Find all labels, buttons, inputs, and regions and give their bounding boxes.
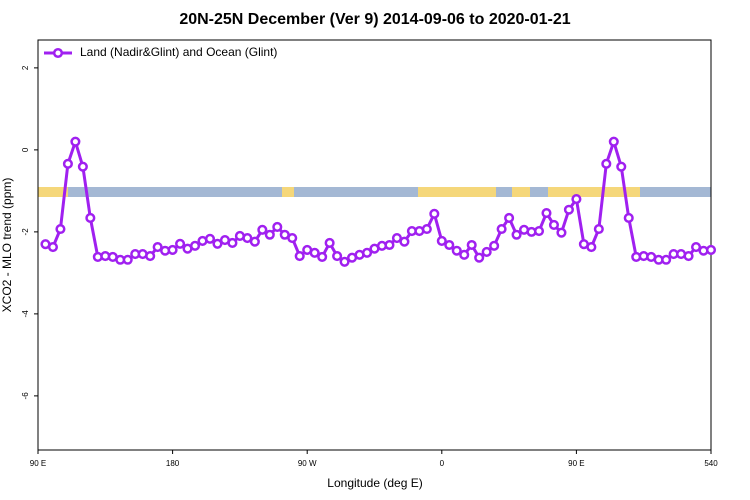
point xyxy=(690,242,702,253)
point xyxy=(85,212,96,223)
point xyxy=(167,244,178,255)
point xyxy=(541,207,552,219)
y-tick-label: 0 xyxy=(21,147,30,152)
point xyxy=(608,136,619,147)
point xyxy=(429,208,440,219)
point xyxy=(459,249,470,260)
point xyxy=(593,223,604,235)
point xyxy=(683,251,694,262)
point xyxy=(616,161,627,172)
point xyxy=(264,229,275,240)
point xyxy=(204,233,216,244)
point xyxy=(705,244,717,255)
x-tick-label: 90 E xyxy=(568,459,584,468)
point xyxy=(556,227,567,238)
x-tick-label: 540 xyxy=(704,459,718,468)
point xyxy=(55,223,66,235)
x-tick-label: 180 xyxy=(166,459,180,468)
legend-marker xyxy=(52,47,64,59)
point xyxy=(70,136,81,147)
point xyxy=(152,242,163,253)
y-tick-label: -2 xyxy=(21,228,30,236)
x-tick-label: 90 W xyxy=(298,459,317,468)
point xyxy=(661,254,672,265)
point xyxy=(399,236,410,247)
point xyxy=(122,254,133,265)
point xyxy=(571,194,582,205)
point xyxy=(436,235,447,246)
point xyxy=(294,251,305,262)
x-tick-label: 0 xyxy=(440,459,445,468)
point xyxy=(623,212,634,223)
point xyxy=(563,204,574,215)
point xyxy=(145,251,156,262)
point xyxy=(444,239,455,251)
point xyxy=(586,242,597,253)
point xyxy=(249,236,260,247)
x-tick-label: 90 E xyxy=(30,459,46,468)
point xyxy=(496,223,507,235)
point xyxy=(361,247,373,258)
point xyxy=(533,226,545,237)
point xyxy=(62,158,73,169)
point xyxy=(212,238,223,249)
chart-title: 20N-25N December (Ver 9) 2014-09-06 to 2… xyxy=(179,11,570,28)
legend-label: Land (Nadir&Glint) and Ocean (Glint) xyxy=(80,45,277,59)
point xyxy=(548,219,560,230)
point xyxy=(339,256,350,267)
point xyxy=(489,240,500,251)
point xyxy=(466,239,477,251)
x-axis-label: Longitude (deg E) xyxy=(327,476,422,490)
point xyxy=(257,224,268,235)
point xyxy=(391,232,402,244)
point xyxy=(384,239,395,251)
point xyxy=(175,238,186,249)
point xyxy=(287,232,298,244)
point xyxy=(511,229,522,240)
point xyxy=(309,247,320,258)
map-strip xyxy=(38,187,711,197)
point xyxy=(601,158,612,169)
point xyxy=(481,246,492,258)
y-tick-label: -6 xyxy=(21,392,30,400)
point xyxy=(324,237,335,248)
point xyxy=(242,232,253,244)
point xyxy=(451,245,462,256)
point xyxy=(421,223,432,235)
point xyxy=(317,251,328,262)
y-tick-label: -4 xyxy=(21,310,30,318)
point xyxy=(474,252,485,263)
point xyxy=(77,161,88,172)
point xyxy=(272,221,283,233)
y-axis-label: XCO2 - MLO trend (ppm) xyxy=(0,178,14,313)
point xyxy=(189,240,201,251)
point xyxy=(504,212,515,223)
y-tick-label: 2 xyxy=(21,65,30,70)
point xyxy=(332,251,343,262)
point xyxy=(47,242,59,253)
point xyxy=(227,237,238,248)
